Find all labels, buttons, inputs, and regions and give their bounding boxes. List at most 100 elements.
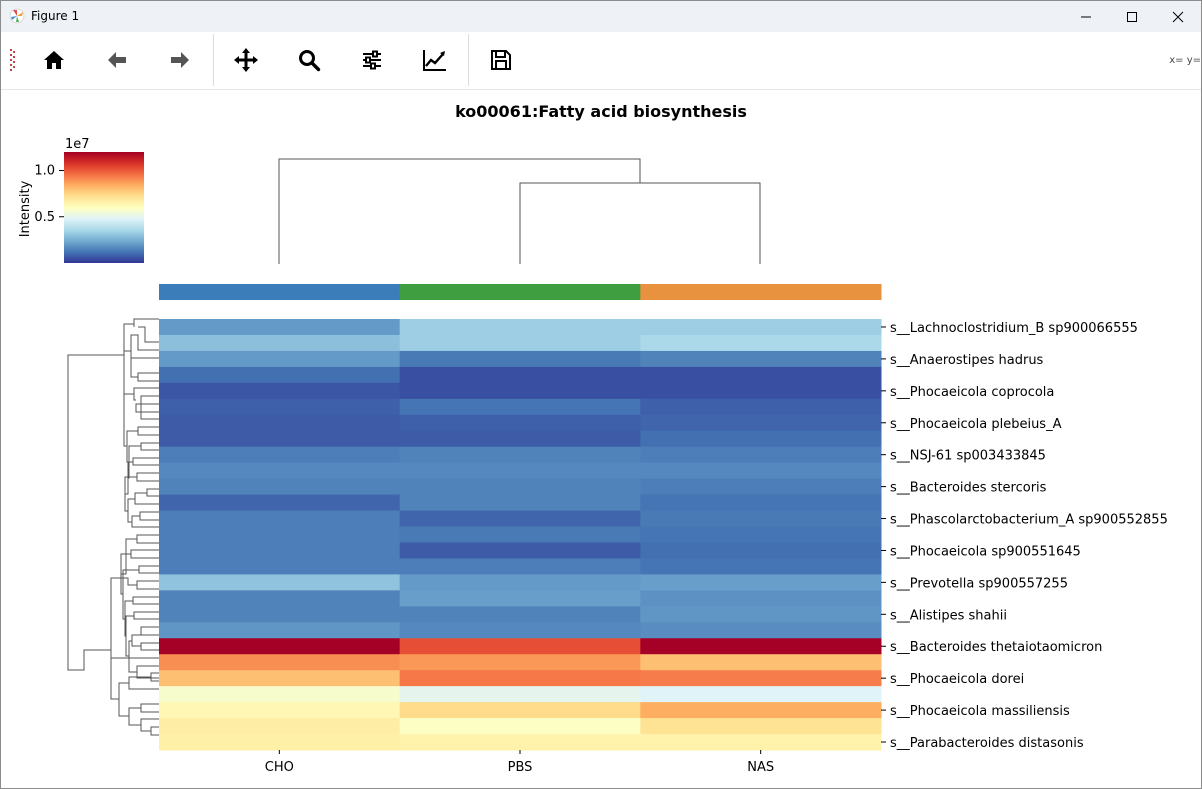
row-label: s__Anaerostipes hadrus [890,353,1044,368]
heatmap-cell [399,334,641,352]
heatmap-cell [159,478,401,496]
column-color-cell [640,284,882,300]
back-button[interactable] [95,40,139,80]
heatmap-cell [399,590,641,607]
heatmap-cell [399,446,641,464]
heatmap-cell [399,734,641,751]
close-button[interactable] [1155,1,1201,32]
edit-axis-icon [423,50,446,71]
configure-subplots-button[interactable] [350,40,394,80]
heatmap-cell [159,574,401,591]
heatmap-cell [399,542,641,559]
heatmap-cell [640,558,882,575]
edit-axis-button[interactable] [413,40,457,80]
heatmap-cell [159,334,401,352]
heatmap-cell [159,558,401,575]
forward-button[interactable] [158,40,202,80]
column-color-strip [159,284,882,300]
heatmap-cell [640,734,882,751]
heatmap-cell [159,319,401,336]
heatmap-cell [399,526,641,543]
heatmap-cell [159,638,401,655]
heatmap-cell [159,526,401,543]
heatmap-cell [640,462,882,480]
row-label: s__Bacteroides stercoris [890,481,1047,496]
heatmap-cell [640,526,882,543]
heatmap-cell [399,718,641,735]
heatmap-cell [399,398,641,416]
heatmap-cell [159,718,401,735]
row-label: s__Phocaeicola dorei [890,672,1024,687]
heatmap-cell [159,430,401,448]
heatmap-cell [159,606,401,623]
close-icon [1172,11,1184,22]
configure-subplots-icon [363,50,381,70]
heatmap-cell [640,606,882,623]
heatmap-cell [399,686,641,703]
heatmap-cell [640,654,882,671]
home-button[interactable] [32,40,76,80]
figure-canvas[interactable]: ko00061:Fatty acid biosynthesis 1e7 Inte… [1,89,1201,788]
zoom-button[interactable] [287,40,331,80]
matplotlib-app-icon [9,8,25,24]
toolbar-grip-icon[interactable] [10,49,16,71]
cursor-coordinates: x= y= [1169,55,1201,66]
heatmap-cell [399,702,641,719]
column-color-cell [399,284,641,300]
heatmap-cell [159,462,401,480]
heatmap-cell [640,494,882,512]
heatmap-cell [640,670,882,687]
column-label: NAS [747,760,774,775]
row-label: s__NSJ-61 sp003433845 [890,449,1046,464]
heatmap-cell [640,574,882,591]
colorbar [64,152,144,263]
heatmap-cell [159,702,401,719]
row-label: s__Lachnoclostridium_B sp900066555 [890,321,1138,336]
heatmap-cell [640,414,882,432]
heatmap-cell [640,430,882,448]
heatmap-cell [159,446,401,464]
minimize-button[interactable] [1063,1,1109,32]
heatmap-cell [640,334,882,352]
heatmap-cell [640,478,882,496]
heatmap-cell [399,382,641,400]
row-label: s__Bacteroides thetaiotaomicron [890,640,1102,655]
navigation-toolbar: x= y= [1,32,1201,90]
heatmap-cell [159,510,401,528]
heatmap-cell [399,494,641,512]
back-arrow-icon [108,52,126,68]
heatmap-cell [399,670,641,687]
heatmap-cell [399,319,641,336]
heatmap-cell [399,638,641,655]
chart-title: ko00061:Fatty acid biosynthesis [455,102,747,121]
heatmap-cell [640,590,882,607]
row-dendrogram [67,318,159,736]
heatmap-cell [159,654,401,671]
heatmap-cell [159,590,401,607]
heatmap-cell [640,510,882,528]
heatmap [159,319,882,751]
pan-button[interactable] [224,40,268,80]
column-label: PBS [508,760,533,775]
heatmap-cell [159,398,401,416]
heatmap-cell [640,638,882,655]
heatmap-cell [159,350,401,368]
heatmap-cell [640,366,882,384]
heatmap-cell [399,606,641,623]
heatmap-cell [159,494,401,512]
save-button[interactable] [479,40,523,80]
heatmap-cell [159,686,401,703]
column-color-cell [159,284,401,300]
row-label: s__Prevotella sp900557255 [890,576,1068,591]
heatmap-cell [640,446,882,464]
column-labels: CHO PBS NAS [265,750,774,775]
row-label: s__Phocaeicola sp900551645 [890,544,1081,559]
maximize-button[interactable] [1109,1,1155,32]
heatmap-cell [640,702,882,719]
row-label: s__Phocaeicola massiliensis [890,704,1070,719]
heatmap-cell [159,622,401,639]
heatmap-cell [399,350,641,368]
heatmap-cell [399,478,641,496]
column-dendrogram [278,158,761,264]
